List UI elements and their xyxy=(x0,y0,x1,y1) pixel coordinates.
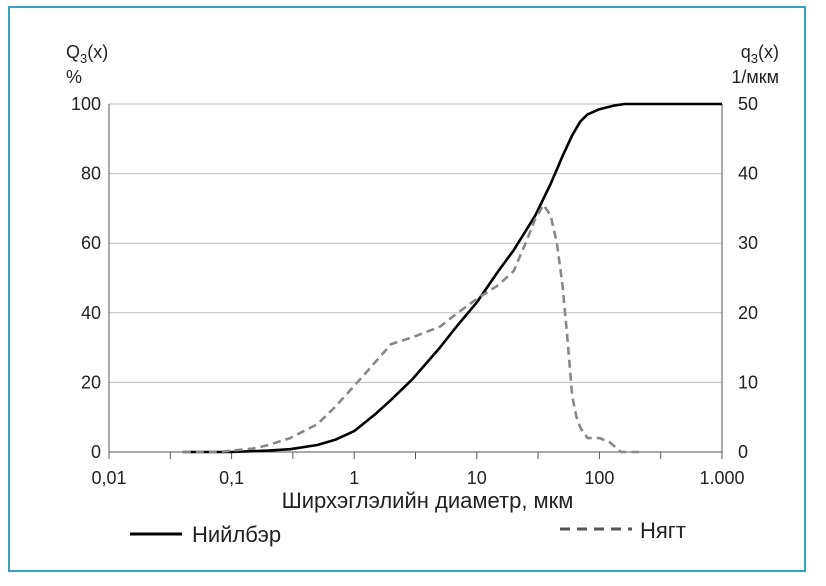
axes xyxy=(108,104,723,459)
y-left-title-symbol: Q3(x) xyxy=(66,42,108,66)
y-right-title-unit: 1/мкм xyxy=(731,67,779,87)
y-left-tick-label: 40 xyxy=(81,303,101,323)
y-right-title-symbol: q3(x) xyxy=(741,42,779,66)
y-right-tick-label: 20 xyxy=(738,303,758,323)
y-left-tick-label: 100 xyxy=(71,94,101,114)
legend: Нийлбэр Нягт xyxy=(130,518,686,547)
x-tick-label: 1 xyxy=(349,468,359,488)
legend-label-density: Нягт xyxy=(640,518,686,543)
series-line-density xyxy=(182,203,644,454)
y-right-tick-label: 50 xyxy=(738,94,758,114)
axis-labels: 0 20 40 60 80 100 0 10 20 30 40 50 0,01 0,1 1 10 100 1.00… xyxy=(66,42,779,513)
y-left-tick-label: 80 xyxy=(81,164,101,184)
x-tick-label: 0,1 xyxy=(219,468,244,488)
y-right-tick-label: 10 xyxy=(738,372,758,392)
y-left-tick-label: 60 xyxy=(81,233,101,253)
y-left-tick-label: 0 xyxy=(91,442,101,462)
y-left-tick-label: 20 xyxy=(81,372,101,392)
grid-lines xyxy=(109,103,722,453)
y-right-tick-label: 30 xyxy=(738,233,758,253)
x-tick-label: 1.000 xyxy=(699,468,744,488)
y-right-tick-label: 40 xyxy=(738,164,758,184)
line-chart: 0 20 40 60 80 100 0 10 20 30 40 50 0,01 0,1 1 10 100 1.00… xyxy=(66,42,779,547)
series-layer xyxy=(182,102,722,454)
legend-label-cumulative: Нийлбэр xyxy=(192,522,281,547)
x-axis-title: Ширхэглэлийн диаметр, мкм xyxy=(282,488,574,513)
series-line-cumulative xyxy=(182,102,722,454)
x-tick-label: 10 xyxy=(467,468,487,488)
x-tick-label: 0,01 xyxy=(91,468,126,488)
x-tick-label: 100 xyxy=(584,468,614,488)
y-left-title-unit: % xyxy=(66,67,82,87)
y-right-tick-label: 0 xyxy=(738,442,748,462)
chart-frame: 0 20 40 60 80 100 0 10 20 30 40 50 0,01 0,1 1 10 100 1.00… xyxy=(8,6,806,572)
